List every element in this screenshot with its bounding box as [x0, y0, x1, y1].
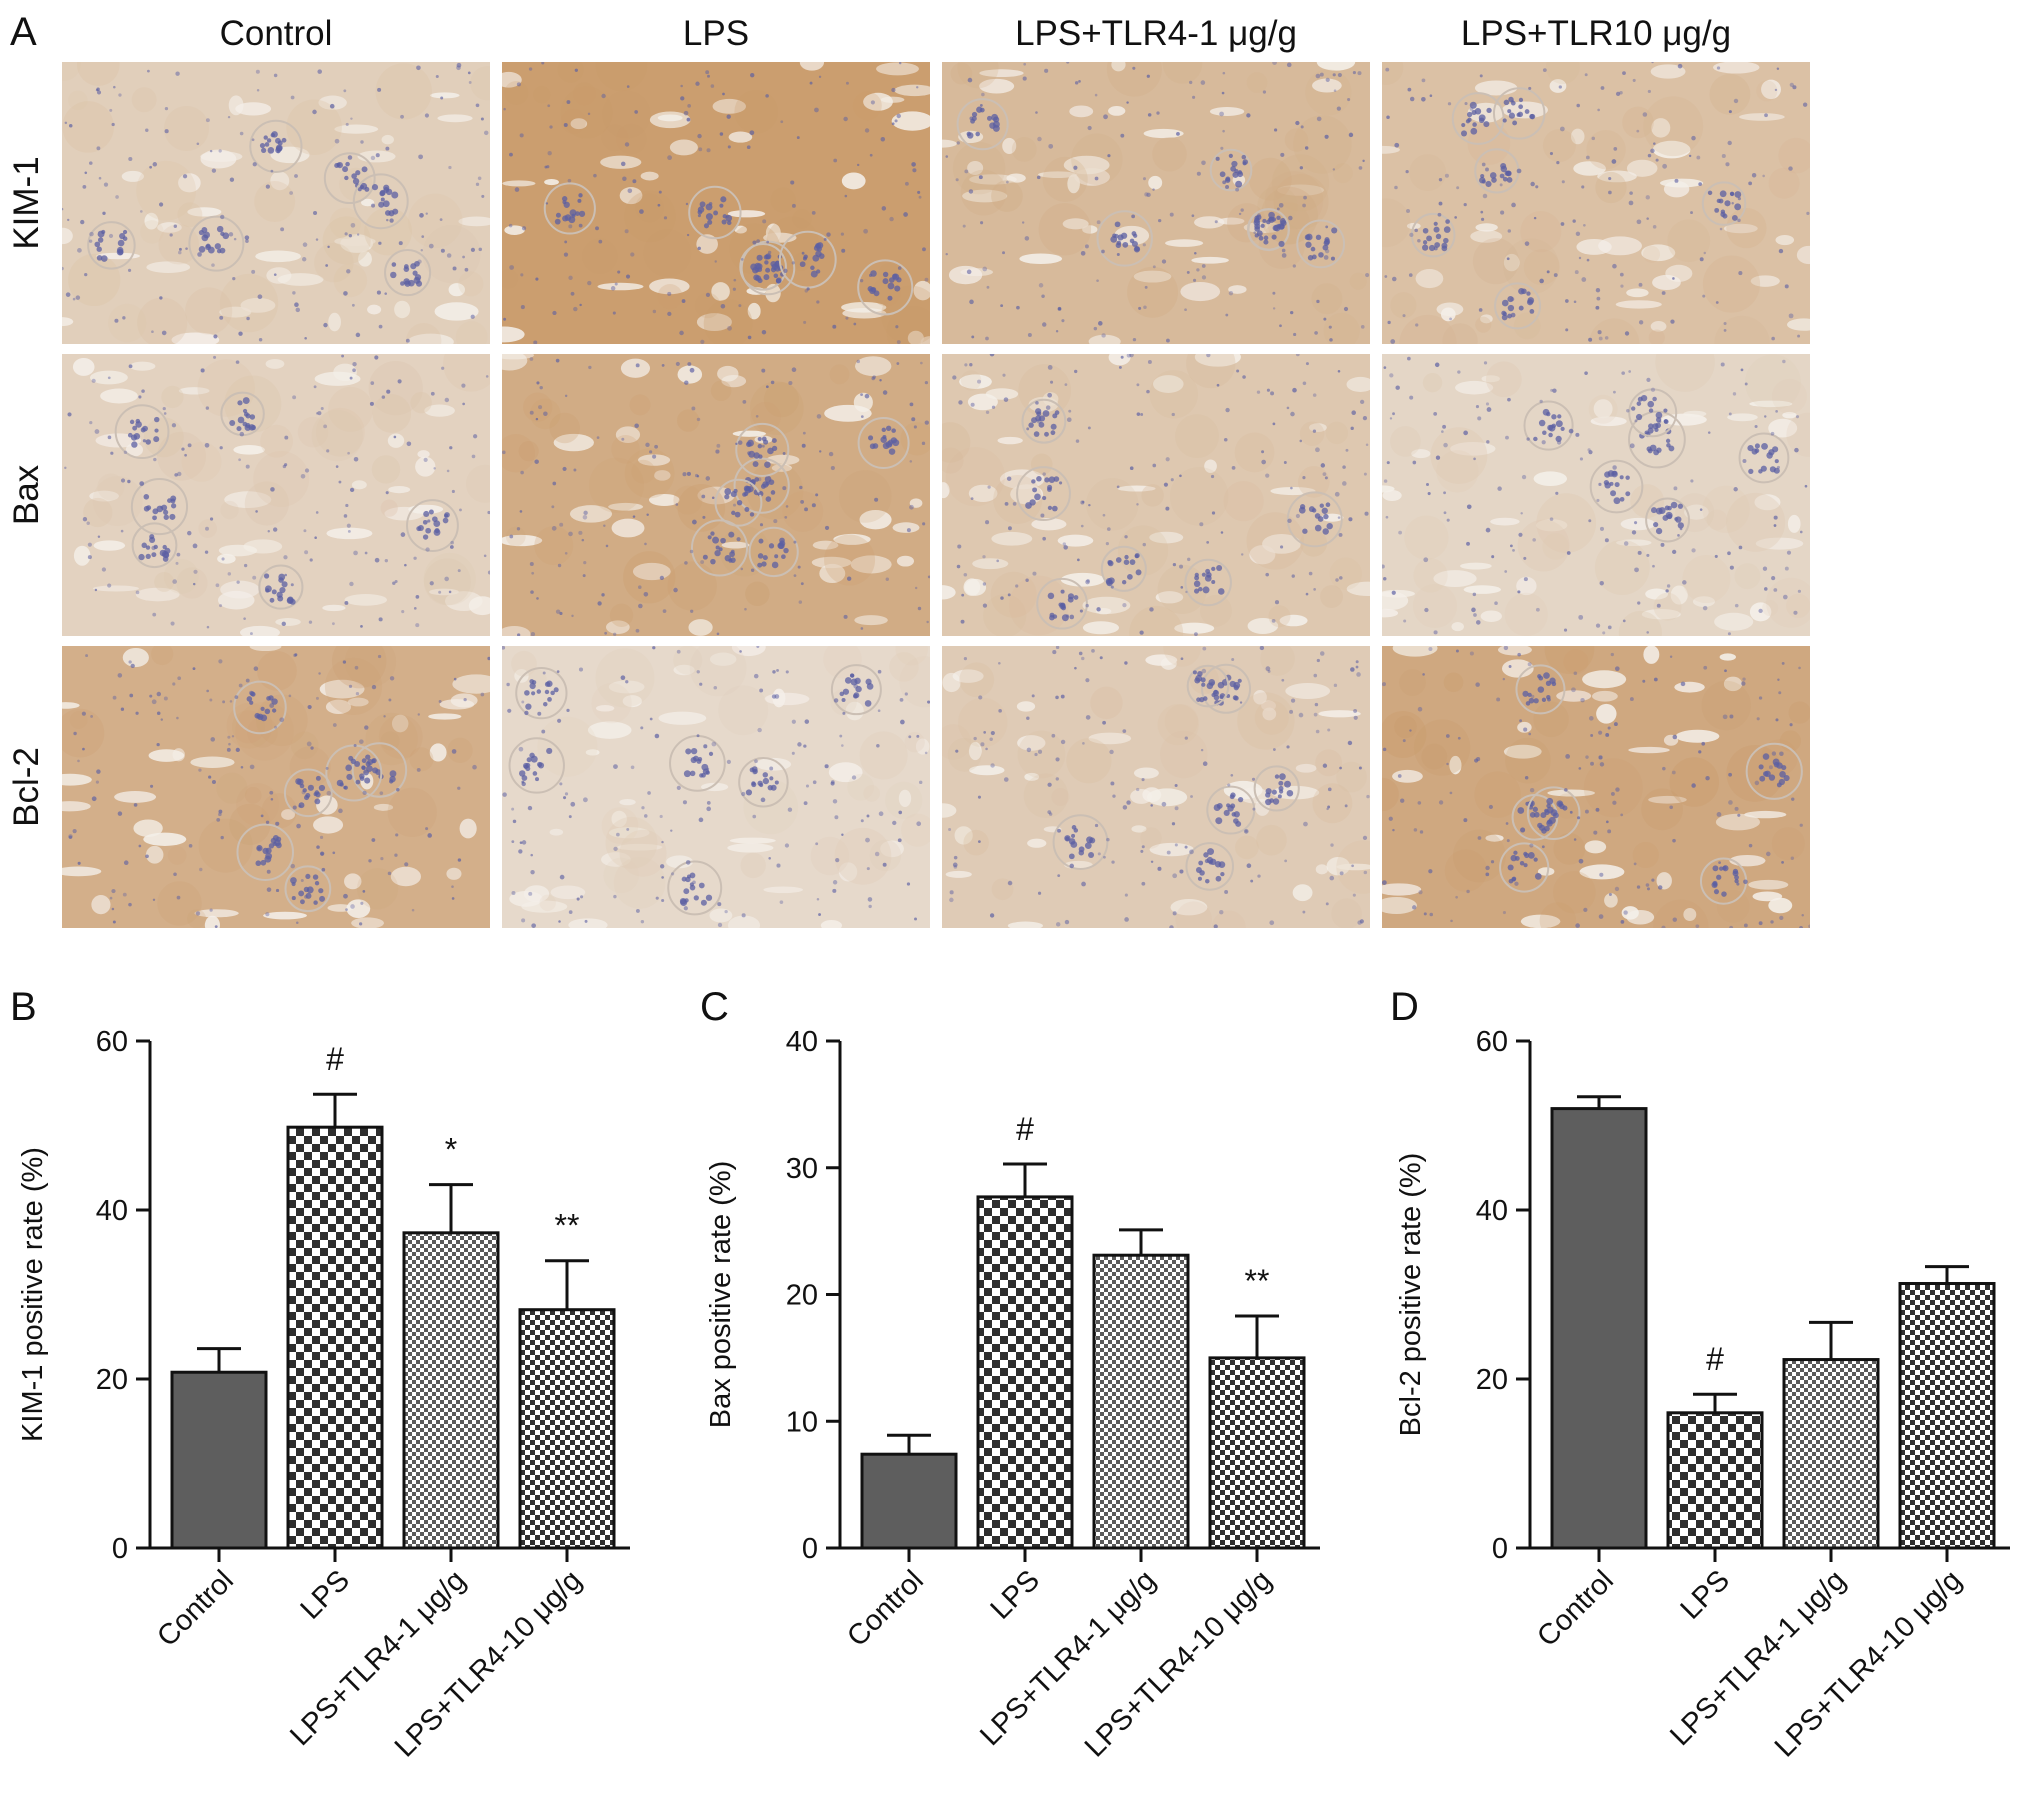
bar: [976, 1195, 1074, 1550]
column-header: LPS+TLR4-1 μg/g: [1015, 14, 1297, 53]
micrograph-image: [1382, 354, 1810, 636]
x-category-label: LPS: [985, 1564, 1046, 1625]
micrograph-image: [502, 646, 930, 928]
significance-marker: *: [445, 1132, 457, 1168]
micrograph-image: [942, 646, 1370, 928]
row-header: KIM-1: [7, 156, 46, 249]
y-axis-label: Bcl-2 positive rate (%): [1395, 1153, 1427, 1437]
bar: [402, 1231, 500, 1550]
y-tick-label: 40: [96, 1195, 128, 1227]
y-tick-label: 40: [786, 1026, 818, 1058]
x-category-label: Control: [1531, 1564, 1620, 1653]
significance-marker: **: [555, 1208, 580, 1244]
y-axis-label: Bax positive rate (%): [705, 1161, 737, 1429]
y-tick-label: 20: [786, 1280, 818, 1312]
panel-a-micrographs: A Control LPS LPS+TLR4-1 μg/g LPS+TLR10 μg/g…: [7, 10, 1810, 928]
x-category-label: LPS: [1675, 1564, 1736, 1625]
significance-marker: #: [1016, 1111, 1034, 1147]
significance-marker: #: [1706, 1341, 1724, 1377]
significance-marker: **: [1245, 1263, 1270, 1299]
panel-letter: D: [1390, 985, 1419, 1029]
bar: [286, 1125, 384, 1550]
x-category-label: LPS: [295, 1564, 356, 1625]
y-tick-label: 0: [1492, 1533, 1508, 1565]
y-tick-label: 20: [1476, 1364, 1508, 1396]
bar: [860, 1452, 958, 1550]
bar-charts: B 0 20 40 60 KIM-1 positive rate (%) Control # L…: [10, 985, 2010, 1763]
column-header: LPS: [683, 14, 749, 53]
bar: [518, 1308, 616, 1550]
bar: [1550, 1107, 1648, 1550]
bar: [1782, 1358, 1880, 1550]
x-category-label: Control: [151, 1564, 240, 1653]
y-tick-label: 40: [1476, 1195, 1508, 1227]
micrograph-image: [942, 354, 1370, 636]
panel-letter: C: [700, 985, 729, 1029]
panel-letter: B: [10, 985, 37, 1029]
micrograph-image: [502, 354, 930, 636]
micrograph-image: [942, 62, 1370, 344]
micrograph-image: [62, 62, 490, 344]
panel-a-letter: A: [10, 10, 37, 54]
bar: [1092, 1253, 1190, 1550]
row-header: Bax: [7, 464, 46, 525]
x-category-label: Control: [841, 1564, 930, 1653]
column-header: Control: [220, 14, 333, 53]
y-tick-label: 0: [802, 1533, 818, 1565]
column-header: LPS+TLR10 μg/g: [1461, 14, 1731, 53]
y-tick-label: 0: [112, 1533, 128, 1565]
chart-d: D 0 20 40 60 Bcl-2 positive rate (%) Control # L…: [1390, 985, 2010, 1763]
row-header: Bcl-2: [7, 747, 46, 827]
y-axis-label: KIM-1 positive rate (%): [17, 1147, 49, 1442]
bar: [1898, 1282, 1996, 1550]
micrograph-image: [62, 646, 490, 928]
y-tick-label: 20: [96, 1364, 128, 1396]
y-tick-label: 10: [786, 1406, 818, 1438]
micrograph-image: [62, 354, 490, 636]
y-tick-label: 30: [786, 1153, 818, 1185]
bar: [1666, 1411, 1764, 1550]
bar: [1208, 1356, 1306, 1550]
chart-b: B 0 20 40 60 KIM-1 positive rate (%) Control # L…: [10, 985, 630, 1763]
y-tick-label: 60: [96, 1026, 128, 1058]
micrograph-image: [1382, 646, 1810, 928]
y-tick-label: 60: [1476, 1026, 1508, 1058]
significance-marker: #: [326, 1041, 344, 1077]
chart-c: C 0 10 20 30 40 Bax positive rate (%) Control # L…: [700, 985, 1320, 1763]
micrograph-image: [1382, 62, 1810, 344]
bar: [170, 1370, 268, 1550]
micrograph-image: [502, 62, 930, 344]
